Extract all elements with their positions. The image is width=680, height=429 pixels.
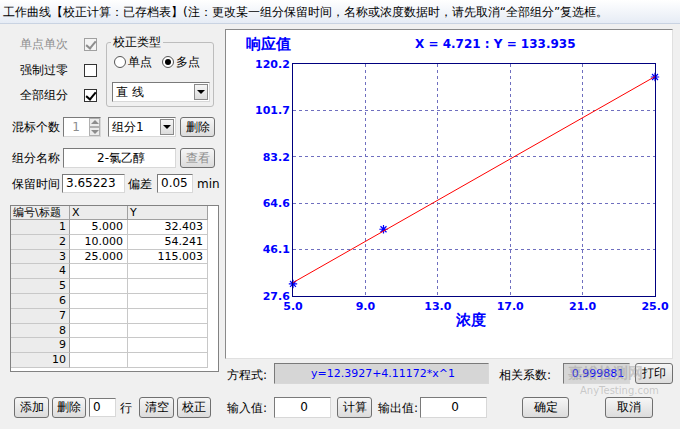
svg-text:响应值: 响应值 xyxy=(246,35,291,53)
html-text:0.999881: 0.999881 xyxy=(571,367,625,380)
html-text:8: 8 xyxy=(59,323,66,337)
html-text:行: 行 xyxy=(120,401,132,415)
html-text:多点: 多点 xyxy=(176,55,200,69)
html-text:相关系数:: 相关系数: xyxy=(499,368,551,382)
html-text:单点单次: 单点单次 xyxy=(20,37,68,51)
html-text:3: 3 xyxy=(59,249,66,263)
html-text:删除: 删除 xyxy=(57,400,81,414)
html-text:方程式:: 方程式: xyxy=(227,368,267,382)
html-text:6: 6 xyxy=(59,294,66,307)
html-text:输出值:: 输出值: xyxy=(378,401,418,415)
svg-text:9.0: 9.0 xyxy=(356,300,376,313)
html-text:0.05: 0.05 xyxy=(161,176,188,190)
html-text:y=12.3927+4.11172*x^1: y=12.3927+4.11172*x^1 xyxy=(310,367,456,380)
html-text:混标个数: 混标个数 xyxy=(12,120,60,134)
html-text:取消: 取消 xyxy=(617,400,641,414)
html-text:清空: 清空 xyxy=(144,400,169,414)
html-text:单点: 单点 xyxy=(128,55,152,69)
html-text:工作曲线【校正计算：已存档表】(注：更改某一组分保留时间，名: 工作曲线【校正计算：已存档表】(注：更改某一组分保留时间，名称或浓度数据时，请先… xyxy=(3,5,609,19)
svg-text:5.0: 5.0 xyxy=(283,300,303,313)
html-text:添加: 添加 xyxy=(19,400,44,414)
svg-text:25.0: 25.0 xyxy=(641,300,668,313)
html-text:2: 2 xyxy=(59,234,66,248)
svg-text:46.1: 46.1 xyxy=(263,243,290,256)
svg-text:83.2: 83.2 xyxy=(263,151,290,164)
html-text:4: 4 xyxy=(59,264,66,278)
html-text:2-氯乙醇: 2-氯乙醇 xyxy=(97,151,145,165)
html-text:7: 7 xyxy=(59,308,66,322)
svg-text:X = 4.721 : Y = 133.935: X = 4.721 : Y = 133.935 xyxy=(415,37,576,51)
html-text:打印: 打印 xyxy=(642,366,666,380)
svg-text:120.2: 120.2 xyxy=(255,58,290,71)
html-text:查看: 查看 xyxy=(185,151,210,165)
html-text:10.000: 10.000 xyxy=(84,234,123,248)
html-text:组分1: 组分1 xyxy=(112,120,144,134)
html-text:输入值:: 输入值: xyxy=(227,401,267,415)
html-text:校正类型: 校正类型 xyxy=(113,35,161,49)
html-text:0: 0 xyxy=(93,400,101,414)
html-text:编号\标题: 编号\标题 xyxy=(13,206,61,219)
svg-text:17.0: 17.0 xyxy=(497,300,524,313)
html-text:组分名称: 组分名称 xyxy=(12,151,60,165)
html-text:1: 1 xyxy=(59,220,66,233)
svg-text:浓度: 浓度 xyxy=(455,311,486,329)
html-text:嘉峪检测网: 嘉峪检测网 xyxy=(568,364,643,382)
html-text:校正: 校正 xyxy=(182,400,206,414)
html-text:25.000: 25.000 xyxy=(84,249,123,263)
html-text:Y: Y xyxy=(130,206,137,219)
html-text:确定: 确定 xyxy=(533,400,558,414)
html-text:0: 0 xyxy=(300,400,308,414)
html-text:54.241: 54.241 xyxy=(164,234,203,248)
svg-text:13.0: 13.0 xyxy=(424,300,451,313)
html-text:偏差: 偏差 xyxy=(128,177,152,191)
html-text:3.65223: 3.65223 xyxy=(66,176,116,190)
svg-text:27.6: 27.6 xyxy=(263,290,290,303)
html-text:强制过零: 强制过零 xyxy=(20,62,68,77)
html-text:32.403: 32.403 xyxy=(164,220,203,233)
svg-text:64.6: 64.6 xyxy=(263,197,290,210)
html-text:115.003: 115.003 xyxy=(157,249,203,263)
html-text:全部组分: 全部组分 xyxy=(20,88,68,102)
svg-text:21.0: 21.0 xyxy=(569,300,596,313)
html-text:1: 1 xyxy=(72,120,80,134)
html-text:X: X xyxy=(72,206,80,219)
html-text:min: min xyxy=(197,177,220,191)
html-text:0: 0 xyxy=(451,400,459,414)
svg-text:101.7: 101.7 xyxy=(255,104,290,117)
html-text:直 线: 直 线 xyxy=(116,85,144,99)
html-text:10: 10 xyxy=(52,353,66,367)
html-text:删除: 删除 xyxy=(185,120,210,134)
html-text:9: 9 xyxy=(59,338,66,352)
html-text:计算: 计算 xyxy=(342,400,367,414)
html-text:保留时间: 保留时间 xyxy=(12,177,60,191)
html-text:AnyTesting.com: AnyTesting.com xyxy=(580,385,659,396)
html-text:5.000: 5.000 xyxy=(91,220,123,233)
html-text:5: 5 xyxy=(59,279,66,293)
